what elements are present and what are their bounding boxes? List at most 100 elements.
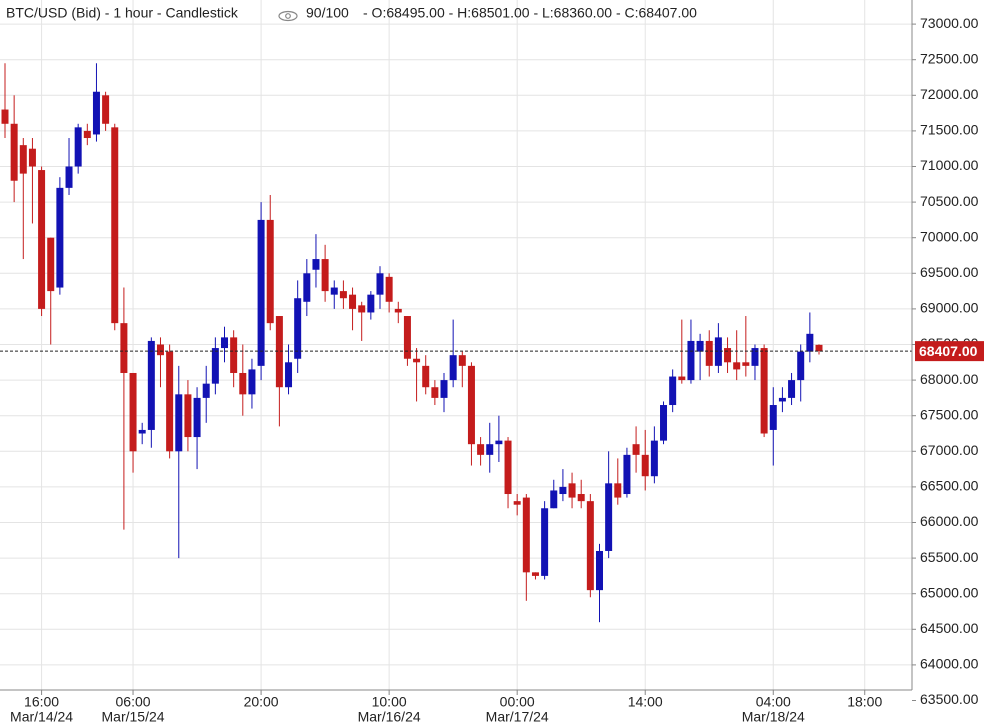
x-date-label: Mar/15/24 (102, 709, 165, 725)
candle-body (285, 362, 293, 388)
candle-body (632, 444, 640, 455)
candle-body (56, 187, 64, 288)
candle-body (394, 308, 402, 313)
candle-body (769, 405, 777, 430)
candle-body (184, 394, 192, 438)
candle-body (92, 91, 100, 135)
candle-body (522, 497, 530, 573)
candle-body (413, 358, 421, 363)
y-tick-label: 72500.00 (920, 50, 979, 66)
candle-body (440, 380, 448, 398)
axes: 63500.00 64000.00 64500.00 65000.00 65500.00… (10, 15, 984, 725)
candle-body (321, 259, 329, 292)
candle-body (111, 127, 119, 324)
candle-body (513, 501, 521, 505)
candle-body (221, 337, 229, 349)
candle-body (586, 501, 594, 591)
candle-body (349, 294, 357, 309)
candle-body (230, 337, 238, 373)
candle-body (156, 344, 164, 356)
eye-icon (278, 10, 298, 22)
candle-body (733, 362, 741, 370)
candle-body (742, 362, 750, 366)
y-tick-label: 69500.00 (920, 264, 979, 280)
candle-body (120, 323, 128, 373)
candle-body (211, 348, 219, 384)
candles (0, 63, 912, 623)
candle-body (714, 337, 722, 366)
candle-body (385, 276, 393, 302)
y-tick-label: 73000.00 (920, 15, 979, 31)
x-date-label: Mar/16/24 (358, 709, 421, 725)
candle-body (330, 287, 338, 295)
candle-body (797, 351, 805, 381)
candle-body (705, 340, 713, 366)
candle-body (815, 344, 823, 352)
count-label: 90/100 (306, 5, 349, 21)
y-tick-label: 66500.00 (920, 478, 979, 494)
x-tick-label: 10:00 (372, 694, 407, 710)
x-tick-label: 04:00 (756, 694, 791, 710)
candle-body (10, 123, 18, 181)
y-tick-label: 65500.00 (920, 549, 979, 565)
y-tick-label: 70000.00 (920, 228, 979, 244)
candle-body (83, 130, 91, 139)
candle-body (687, 340, 695, 381)
last-price-box (915, 341, 984, 362)
x-tick-label: 06:00 (116, 694, 151, 710)
candle-body (312, 259, 320, 270)
candle-body (760, 348, 768, 434)
x-date-label: Mar/18/24 (742, 709, 805, 725)
candle-body (138, 429, 146, 434)
candle-body (650, 440, 658, 477)
candle-body (74, 127, 82, 167)
x-axis-area (0, 690, 992, 727)
x-tick-label: 14:00 (628, 694, 663, 710)
chart-title: BTC/USD (Bid) - 1 hour - Candlestick (6, 5, 239, 21)
candle-body (102, 95, 110, 124)
candle-body (678, 376, 686, 381)
candle-body (339, 291, 347, 299)
candle-body (303, 273, 311, 302)
y-tick-label: 72000.00 (920, 86, 979, 102)
candle-body (257, 219, 265, 366)
candle-body (696, 340, 704, 352)
candle-body (669, 376, 677, 406)
x-date-label: Mar/14/24 (10, 709, 73, 725)
candle-body (294, 298, 302, 359)
candle-body (202, 383, 210, 398)
candle-body (605, 483, 613, 551)
candle-body (358, 305, 366, 313)
candle-body (477, 444, 485, 455)
candle-body (376, 273, 384, 295)
candle-body (239, 372, 247, 395)
candle-body (724, 348, 732, 363)
candle-body (595, 550, 603, 591)
y-tick-label: 71000.00 (920, 157, 979, 173)
candle-body (495, 440, 503, 445)
candle-body (614, 483, 622, 498)
candle-body (751, 348, 759, 366)
candle-body (504, 440, 512, 495)
y-tick-label: 64500.00 (920, 620, 979, 636)
y-tick-label: 67000.00 (920, 442, 979, 458)
candle-body (129, 372, 137, 452)
candle-body (47, 237, 55, 292)
last-price-label: 68407.00 (919, 343, 978, 359)
candle-body (486, 444, 494, 455)
candle-body (275, 316, 283, 388)
candle-body (193, 397, 201, 438)
candle-body (431, 387, 439, 398)
candle-body (458, 355, 466, 366)
candle-body (422, 365, 430, 388)
candle-body (19, 145, 27, 174)
candle-body (568, 483, 576, 498)
candle-body (403, 316, 411, 359)
candle-body (806, 333, 814, 352)
candle-body (266, 219, 274, 324)
y-tick-label: 68000.00 (920, 371, 979, 387)
candle-body (660, 405, 668, 441)
candle-body (467, 365, 475, 445)
candle-body (577, 494, 585, 502)
y-tick-label: 63500.00 (920, 691, 979, 707)
